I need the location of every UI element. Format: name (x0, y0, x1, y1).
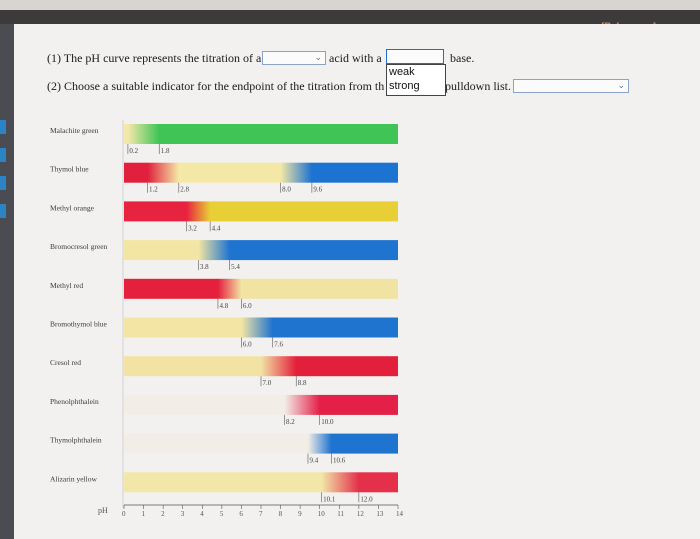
ph-tick-label: 10 (318, 510, 326, 518)
range-label: 7.0 (263, 379, 272, 387)
ph-tick-label: 6 (239, 510, 243, 518)
left-nav-tab[interactable] (0, 120, 6, 134)
left-nav-tab[interactable] (0, 148, 6, 162)
indicator-bar (124, 278, 398, 299)
indicator-bar (124, 472, 398, 493)
range-label: 2.8 (180, 186, 189, 194)
question-1-prefix: (1) The pH curve represents the titratio… (47, 51, 262, 65)
range-label: 12.0 (360, 495, 373, 503)
chevron-down-icon: ⌄ (314, 53, 322, 63)
range-label: 4.4 (212, 224, 221, 232)
question-2-prefix: (2) Choose a suitable indicator for the … (47, 79, 385, 93)
range-label: 8.2 (286, 418, 295, 426)
range-label: 5.4 (231, 263, 240, 271)
indicator-label: Thymolphthalein (50, 436, 102, 445)
left-nav-tab[interactable] (0, 176, 6, 190)
range-label: 9.6 (313, 186, 322, 194)
ph-tick-label: 1 (142, 510, 146, 518)
range-label: 10.0 (321, 418, 334, 426)
ph-tick-label: 9 (298, 510, 302, 518)
indicator-bar (124, 394, 398, 415)
indicator-label: Bromothymol blue (50, 320, 108, 329)
range-label: 8.8 (298, 379, 307, 387)
ph-tick-label: 8 (279, 510, 283, 518)
indicator-label: Alizarin yellow (50, 474, 97, 483)
indicator-bar (124, 124, 398, 144)
ph-tick-label: 7 (259, 510, 263, 518)
ph-tick-label: 14 (396, 510, 404, 518)
range-label: 0.2 (129, 147, 138, 155)
ph-tick-label: 2 (161, 510, 165, 518)
left-nav-strip (0, 24, 14, 539)
chevron-down-icon: ⌄ (617, 81, 625, 91)
range-label: 10.1 (323, 495, 336, 503)
ph-tick-label: 13 (376, 510, 384, 518)
indicator-bar (124, 162, 398, 183)
range-label: 7.6 (274, 341, 283, 349)
question-1-suffix: base. (450, 51, 475, 65)
range-label: 6.0 (243, 341, 252, 349)
ph-axis-label: pH (98, 506, 108, 515)
indicator-bar (124, 317, 398, 338)
acid-strength-select[interactable]: ⌄ (262, 51, 326, 65)
ph-tick-label: 0 (122, 510, 126, 518)
range-label: 4.8 (219, 302, 228, 310)
dropdown-option-weak[interactable]: weak (389, 66, 415, 78)
range-label: 1.8 (161, 147, 170, 155)
base-strength-dropdown-list: weak strong (386, 64, 446, 96)
range-label: 8.0 (282, 186, 291, 194)
question-2-suffix: pulldown list. (445, 79, 512, 93)
indicator-label: Cresol red (50, 358, 81, 367)
indicator-bar (124, 201, 398, 222)
range-label: 9.4 (309, 457, 318, 465)
ph-tick-label: 3 (181, 510, 185, 518)
range-label: 10.6 (333, 457, 346, 465)
ph-tick-label: 12 (357, 510, 365, 518)
indicator-label: Methyl red (50, 281, 83, 290)
left-nav-tab[interactable] (0, 204, 6, 218)
range-label: 1.2 (149, 186, 158, 194)
base-strength-select[interactable] (386, 49, 444, 64)
indicator-label: Phenolphthalein (50, 397, 99, 406)
range-label: 6.0 (243, 302, 252, 310)
indicator-label: Methyl orange (50, 203, 95, 212)
indicator-bar (124, 356, 398, 377)
browser-top-strip (0, 0, 700, 10)
question-1-middle: acid with a (329, 51, 382, 65)
indicator-label: Malachite green (50, 126, 99, 135)
ph-tick-label: 5 (220, 510, 224, 518)
indicator-select[interactable]: ⌄ (513, 79, 629, 93)
indicator-label: Thymol blue (50, 165, 89, 174)
indicator-bar (124, 433, 398, 454)
dropdown-option-strong[interactable]: strong (389, 80, 420, 92)
indicator-bar (124, 240, 398, 261)
ph-tick-label: 11 (337, 510, 344, 518)
range-label: 3.8 (200, 263, 209, 271)
ph-tick-label: 4 (200, 510, 204, 518)
indicator-label: Bromocresol green (50, 242, 108, 251)
range-label: 3.2 (188, 224, 197, 232)
